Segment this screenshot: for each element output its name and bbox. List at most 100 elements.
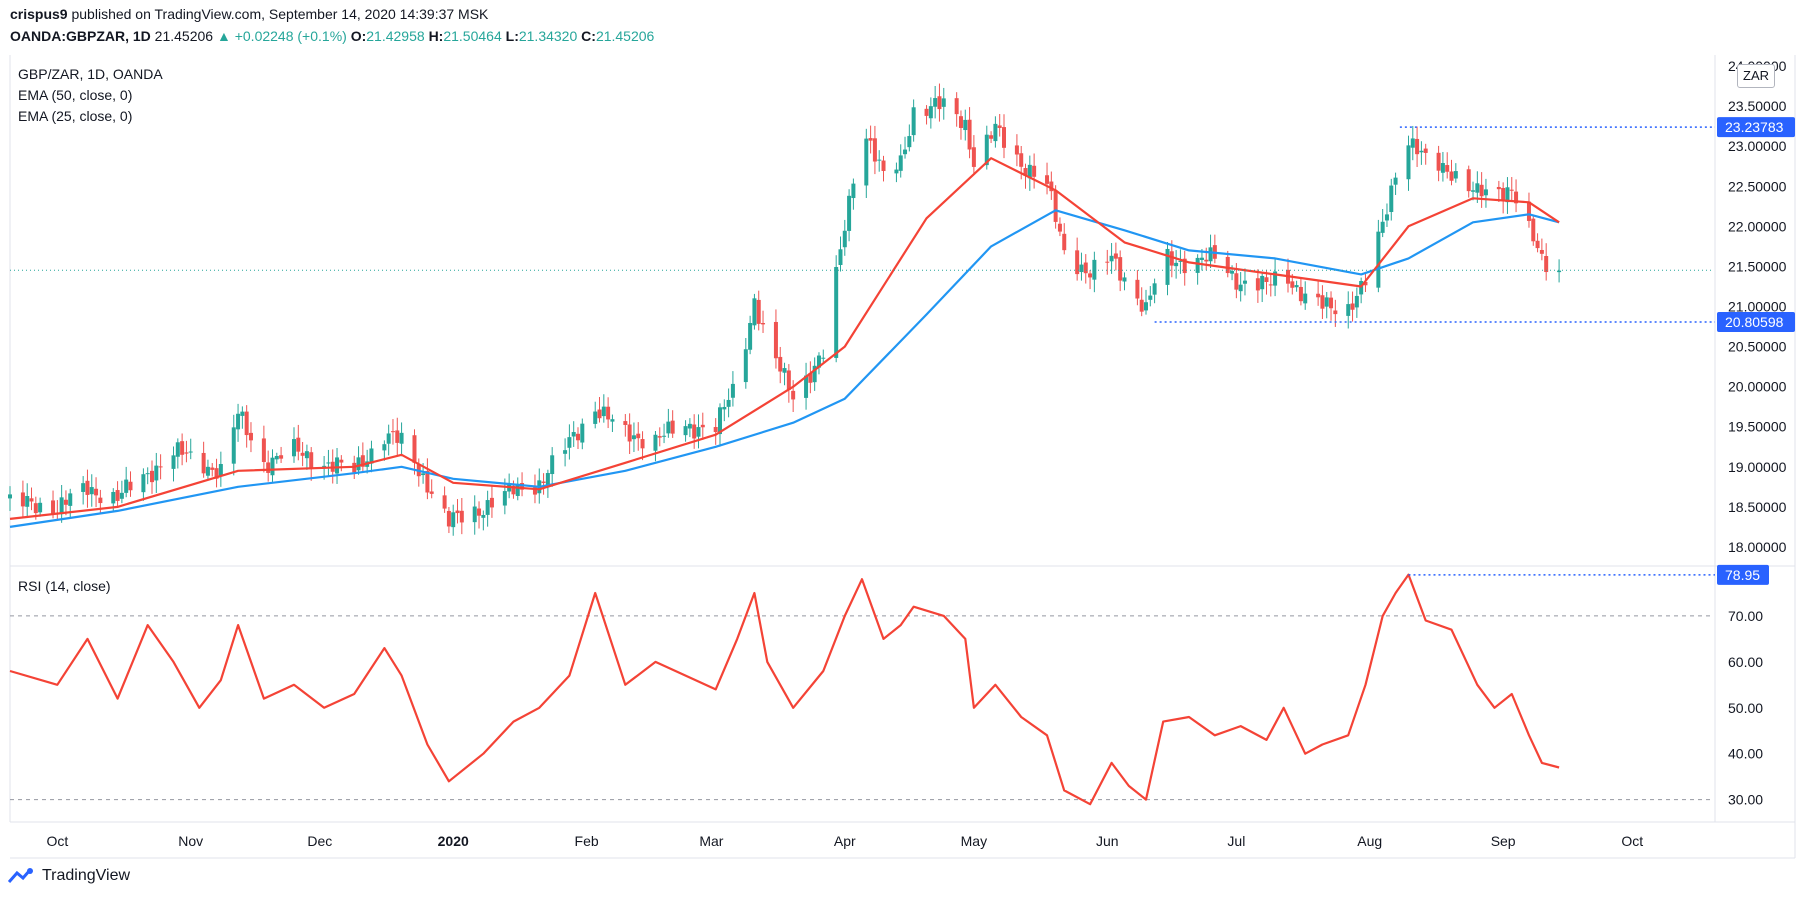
symbol-label: OANDA:GBPZAR, 1D bbox=[10, 28, 151, 44]
footer-brand[interactable]: TradingView bbox=[8, 867, 130, 885]
low-price-label-box bbox=[1717, 312, 1795, 333]
candle-body bbox=[907, 136, 912, 148]
candle-body bbox=[1526, 201, 1531, 221]
candle-body bbox=[1557, 270, 1562, 273]
price-tick-label: 19.50000 bbox=[1728, 419, 1787, 435]
price-legend-title: GBP/ZAR, 1D, OANDA bbox=[18, 66, 163, 82]
candle-body bbox=[864, 138, 869, 186]
candle-body bbox=[59, 497, 64, 515]
candle-body bbox=[261, 438, 266, 463]
candle-body bbox=[1479, 184, 1484, 197]
candle-body bbox=[541, 481, 546, 483]
time-tick-label: Apr bbox=[834, 833, 856, 849]
candle-body bbox=[1440, 163, 1445, 173]
candle-body bbox=[1049, 181, 1054, 192]
candle-body bbox=[339, 459, 344, 463]
candle-body bbox=[1316, 293, 1321, 298]
candle-body bbox=[610, 419, 615, 422]
candle-body bbox=[851, 183, 856, 199]
candle-body bbox=[1122, 277, 1127, 282]
candle-body bbox=[1393, 177, 1398, 185]
candle-body bbox=[1264, 277, 1269, 283]
price-tick-label: 22.00000 bbox=[1728, 218, 1787, 234]
candle-body bbox=[1483, 189, 1488, 196]
candle-body bbox=[1014, 145, 1019, 155]
rsi-tick-label: 60.00 bbox=[1728, 654, 1763, 670]
candle-body bbox=[8, 494, 12, 499]
price-tick-label: 22.50000 bbox=[1728, 178, 1787, 194]
candle-body bbox=[1354, 295, 1359, 308]
candle-body bbox=[1152, 283, 1157, 295]
candle-body bbox=[597, 409, 602, 419]
candle-body bbox=[455, 510, 460, 514]
candle-body bbox=[1384, 214, 1389, 221]
candle-body bbox=[1182, 258, 1187, 274]
candle-body bbox=[1083, 262, 1088, 274]
price-tick-label: 18.00000 bbox=[1728, 539, 1787, 555]
price-tick-label: 23.50000 bbox=[1728, 98, 1787, 114]
candle-body bbox=[63, 499, 68, 505]
candle-body bbox=[38, 502, 43, 513]
candle-body bbox=[231, 427, 236, 464]
up-arrow-icon: ▲ bbox=[216, 28, 231, 44]
candle-body bbox=[180, 441, 185, 455]
candle-body bbox=[412, 435, 417, 463]
candle-body bbox=[356, 457, 361, 471]
candle-body bbox=[1501, 187, 1506, 201]
candle-body bbox=[1109, 255, 1114, 262]
currency-button[interactable]: ZAR bbox=[1737, 64, 1775, 88]
candle-body bbox=[1389, 185, 1394, 213]
candle-body bbox=[967, 119, 972, 150]
candle-body bbox=[1380, 221, 1385, 233]
candle-body bbox=[1423, 148, 1428, 153]
candle-body bbox=[205, 466, 210, 476]
candle-body bbox=[1333, 310, 1338, 315]
candle-body bbox=[903, 149, 908, 155]
candle-body bbox=[1169, 251, 1174, 266]
candle-body bbox=[778, 356, 783, 372]
candle-body bbox=[636, 433, 641, 439]
candle-body bbox=[270, 457, 275, 476]
candle-body bbox=[1075, 250, 1080, 275]
candle-body bbox=[446, 510, 451, 527]
author-name[interactable]: crispus9 bbox=[10, 6, 68, 22]
candle-body bbox=[188, 451, 193, 453]
candle-body bbox=[150, 470, 154, 483]
candle-body bbox=[898, 155, 903, 171]
candle-body bbox=[25, 496, 30, 507]
candle-body bbox=[1023, 168, 1028, 176]
candle-body bbox=[274, 456, 279, 460]
open-value: 21.42958 bbox=[366, 28, 425, 44]
candle-body bbox=[81, 483, 86, 492]
candle-body bbox=[571, 432, 576, 437]
candle-body bbox=[1204, 259, 1209, 262]
candle-body bbox=[563, 450, 568, 454]
candle-body bbox=[1135, 279, 1140, 299]
rsi-legend: RSI (14, close) bbox=[18, 578, 111, 594]
candle-body bbox=[933, 98, 938, 107]
low-price-label: 20.80598 bbox=[1725, 314, 1784, 330]
candle-body bbox=[911, 107, 916, 136]
candle-body bbox=[1174, 262, 1179, 267]
publish-info: crispus9 published on TradingView.com, S… bbox=[10, 6, 488, 22]
candle-body bbox=[631, 435, 636, 440]
candle-body bbox=[1178, 260, 1183, 262]
candle-body bbox=[653, 434, 658, 451]
candle-body bbox=[115, 490, 120, 501]
low-label: L: bbox=[505, 28, 519, 44]
high-label: H: bbox=[428, 28, 444, 44]
candle-body bbox=[292, 439, 296, 457]
close-value: 21.45206 bbox=[595, 28, 655, 44]
candle-body bbox=[1195, 257, 1200, 273]
candle-body bbox=[335, 457, 340, 474]
candle-body bbox=[1165, 248, 1170, 285]
candle-body bbox=[175, 442, 180, 457]
time-tick-label: Sep bbox=[1491, 833, 1516, 849]
candle-body bbox=[1234, 273, 1239, 290]
candle-body bbox=[1363, 281, 1368, 286]
price-tick-label: 18.50000 bbox=[1728, 499, 1787, 515]
candle-body bbox=[1088, 273, 1093, 278]
candle-body bbox=[640, 439, 645, 449]
rsi-tick-label: 40.00 bbox=[1728, 746, 1763, 762]
